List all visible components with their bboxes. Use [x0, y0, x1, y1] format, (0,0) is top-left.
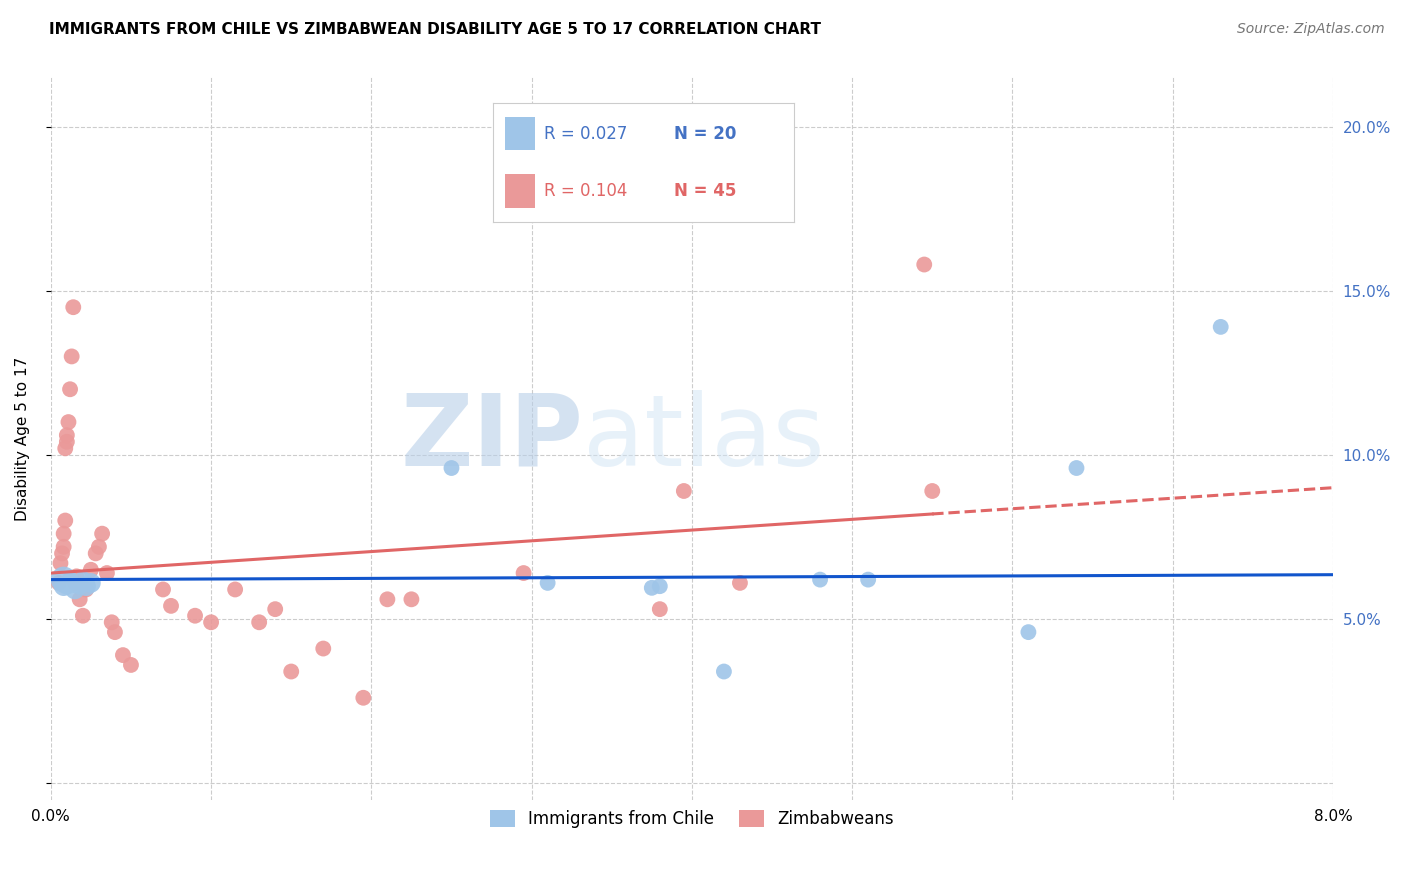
- Point: [63, 582, 86, 597]
- Point: [59, 382, 82, 396]
- Point: [728, 575, 751, 590]
- Point: [648, 602, 671, 616]
- Point: [63, 575, 86, 590]
- Text: atlas: atlas: [583, 390, 824, 487]
- Point: [152, 582, 174, 597]
- Point: [808, 573, 831, 587]
- Point: [100, 615, 122, 630]
- Point: [75, 582, 97, 597]
- Point: [80, 563, 103, 577]
- Point: [672, 483, 695, 498]
- Point: [48, 575, 70, 590]
- Point: [641, 581, 664, 595]
- Point: [75, 579, 97, 593]
- Point: [49, 556, 72, 570]
- Point: [648, 579, 671, 593]
- Point: [247, 615, 270, 630]
- Point: [53, 514, 76, 528]
- Point: [69, 579, 91, 593]
- Point: [87, 540, 110, 554]
- Point: [59, 573, 82, 587]
- Point: [184, 608, 207, 623]
- Point: [536, 575, 558, 590]
- Point: [921, 483, 943, 498]
- Point: [104, 625, 127, 640]
- Text: ZIP: ZIP: [401, 390, 583, 487]
- Point: [52, 573, 75, 587]
- Point: [1066, 461, 1088, 475]
- Point: [120, 657, 142, 672]
- Point: [1017, 625, 1039, 640]
- Point: [401, 592, 423, 607]
- Point: [52, 526, 75, 541]
- Point: [96, 566, 118, 580]
- Point: [264, 602, 287, 616]
- Point: [377, 592, 399, 607]
- Point: [56, 428, 79, 442]
- Point: [65, 569, 87, 583]
- Point: [63, 577, 86, 591]
- Point: [160, 599, 183, 613]
- Text: IMMIGRANTS FROM CHILE VS ZIMBABWEAN DISABILITY AGE 5 TO 17 CORRELATION CHART: IMMIGRANTS FROM CHILE VS ZIMBABWEAN DISA…: [49, 22, 821, 37]
- Point: [51, 546, 73, 560]
- Y-axis label: Disability Age 5 to 17: Disability Age 5 to 17: [15, 357, 30, 521]
- Text: Source: ZipAtlas.com: Source: ZipAtlas.com: [1237, 22, 1385, 37]
- Point: [72, 573, 94, 587]
- Point: [312, 641, 335, 656]
- Point: [91, 526, 114, 541]
- Point: [856, 573, 879, 587]
- Point: [280, 665, 302, 679]
- Point: [512, 566, 534, 580]
- Point: [713, 665, 735, 679]
- Point: [52, 540, 75, 554]
- Point: [56, 579, 79, 593]
- Point: [80, 575, 103, 590]
- Point: [200, 615, 222, 630]
- Legend: Immigrants from Chile, Zimbabweans: Immigrants from Chile, Zimbabweans: [484, 803, 901, 835]
- Point: [84, 546, 107, 560]
- Point: [912, 258, 935, 272]
- Point: [62, 300, 84, 314]
- Point: [58, 415, 80, 429]
- Point: [352, 690, 374, 705]
- Point: [60, 350, 83, 364]
- Point: [56, 434, 79, 449]
- Point: [53, 442, 76, 456]
- Point: [72, 608, 94, 623]
- Point: [111, 648, 134, 662]
- Point: [1209, 319, 1232, 334]
- Point: [69, 592, 91, 607]
- Point: [440, 461, 463, 475]
- Point: [52, 579, 75, 593]
- Point: [224, 582, 246, 597]
